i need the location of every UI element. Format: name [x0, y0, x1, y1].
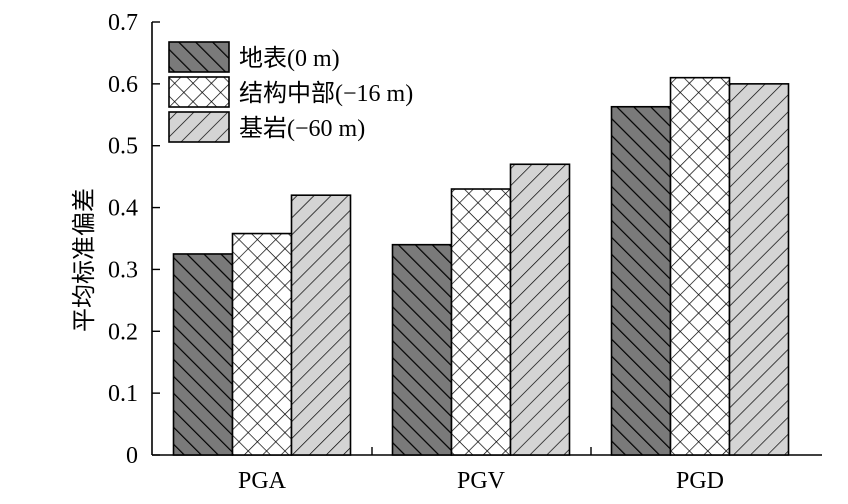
legend-swatch-1: [168, 41, 230, 73]
y-tick-label: 0.6: [108, 72, 138, 98]
bar-pgv-series-2: [450, 188, 512, 456]
bar-pgv-series-3: [509, 163, 571, 456]
bars: [172, 76, 790, 456]
bar-pga-series-3: [290, 194, 352, 456]
y-tick-label: 0.7: [108, 10, 138, 36]
x-category-label: PGA: [238, 468, 287, 494]
y-tick-label: 0.5: [108, 134, 138, 160]
legend-label: 基岩(−60 m): [239, 115, 365, 142]
bar-pga-series-2: [231, 232, 293, 456]
legend-swatch-2: [168, 76, 230, 108]
bar-pgv-series-1: [391, 243, 453, 456]
y-axis-label: 平均标准偏差: [71, 188, 98, 332]
x-category-label: PGV: [457, 468, 506, 494]
legend-label: 地表(0 m): [239, 45, 340, 72]
bar-pgd-series-3: [728, 83, 790, 456]
bar-pgd-series-2: [669, 76, 731, 456]
legend-label: 结构中部(−16 m): [239, 80, 413, 107]
y-tick-label: 0.1: [108, 381, 138, 407]
legend-swatch-3: [168, 111, 230, 143]
x-category-label: PGD: [676, 468, 724, 494]
y-tick-label: 0.4: [108, 196, 138, 222]
labels: 0 0.1 0.2 0.3 0.4 0.5 0.6 0.7 PGA PGV PGD 平均标准偏差: [71, 10, 724, 494]
y-tick-label: 0.3: [108, 257, 138, 283]
y-tick-label: 0.2: [108, 319, 138, 345]
bar-pga-series-1: [172, 253, 234, 456]
y-tick-label: 0: [126, 443, 138, 469]
bar-pgd-series-1: [610, 105, 672, 456]
legend: 地表(0 m) 结构中部(−16 m) 基岩(−60 m): [168, 41, 413, 143]
